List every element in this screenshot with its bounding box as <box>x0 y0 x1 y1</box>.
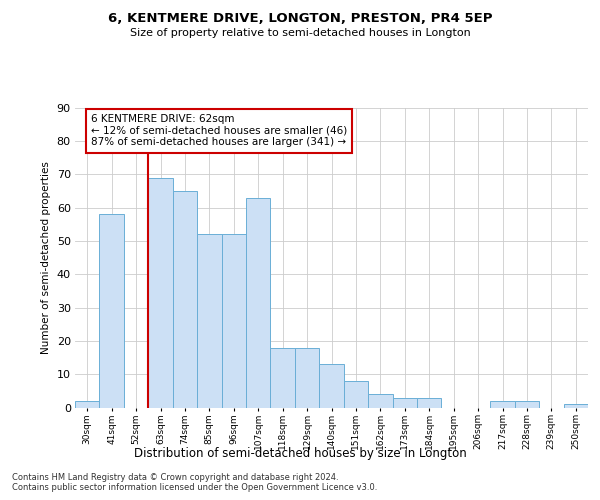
Bar <box>392 398 417 407</box>
Text: Size of property relative to semi-detached houses in Longton: Size of property relative to semi-detach… <box>130 28 470 38</box>
Text: Contains HM Land Registry data © Crown copyright and database right 2024.
Contai: Contains HM Land Registry data © Crown c… <box>12 472 377 492</box>
Bar <box>148 178 173 408</box>
Bar <box>563 404 588 407</box>
Bar <box>246 198 271 408</box>
Bar <box>197 234 221 408</box>
Bar <box>173 191 197 408</box>
Bar <box>368 394 392 407</box>
Text: Distribution of semi-detached houses by size in Longton: Distribution of semi-detached houses by … <box>134 448 466 460</box>
Bar <box>319 364 344 408</box>
Bar <box>490 401 515 407</box>
Bar <box>75 401 100 407</box>
Y-axis label: Number of semi-detached properties: Number of semi-detached properties <box>41 161 51 354</box>
Bar <box>100 214 124 408</box>
Text: 6 KENTMERE DRIVE: 62sqm
← 12% of semi-detached houses are smaller (46)
87% of se: 6 KENTMERE DRIVE: 62sqm ← 12% of semi-de… <box>91 114 347 148</box>
Bar <box>221 234 246 408</box>
Bar <box>417 398 442 407</box>
Bar <box>271 348 295 408</box>
Bar <box>295 348 319 408</box>
Text: 6, KENTMERE DRIVE, LONGTON, PRESTON, PR4 5EP: 6, KENTMERE DRIVE, LONGTON, PRESTON, PR4… <box>108 12 492 26</box>
Bar <box>515 401 539 407</box>
Bar <box>344 381 368 407</box>
